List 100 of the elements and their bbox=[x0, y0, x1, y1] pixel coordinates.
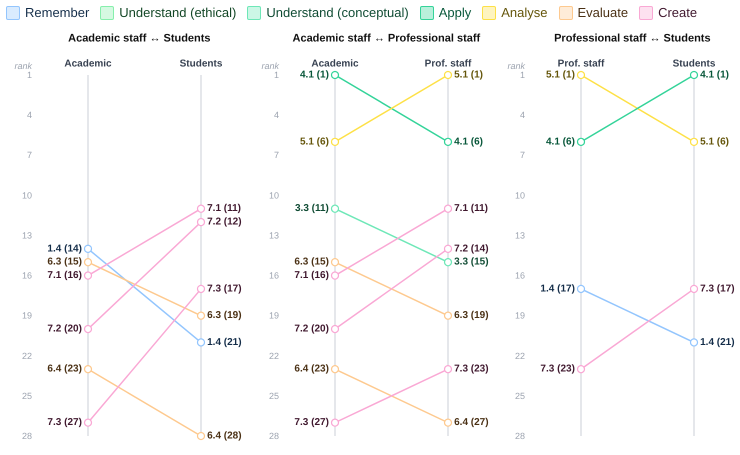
y-tick-label: 19 bbox=[22, 310, 32, 321]
y-tick-label: 16 bbox=[268, 270, 279, 281]
data-label: 7.1 (11) bbox=[207, 203, 242, 214]
legend-label: Remember bbox=[25, 5, 90, 20]
point bbox=[444, 258, 452, 266]
legend-label: Create bbox=[658, 5, 698, 20]
y-tick-label: 4 bbox=[26, 110, 32, 120]
y-tick-label: 10 bbox=[268, 190, 279, 200]
data-label: 7.2 (14) bbox=[454, 243, 488, 254]
point bbox=[84, 324, 92, 334]
point bbox=[577, 284, 586, 294]
data-label: 6.3 (15) bbox=[47, 256, 82, 268]
data-label: 3.3 (11) bbox=[294, 203, 329, 214]
legend-label: Analyse bbox=[501, 5, 548, 20]
data-label: 5.1 (1) bbox=[546, 70, 576, 80]
data-label: 1.4 (17) bbox=[540, 283, 576, 294]
point bbox=[690, 138, 698, 146]
data-label: 5.1 (6) bbox=[700, 136, 730, 148]
point bbox=[577, 365, 586, 374]
point bbox=[577, 70, 586, 80]
x-tick-label: Academic bbox=[64, 58, 112, 70]
data-label: 5.1 (1) bbox=[454, 70, 483, 80]
y-tick-label: 7 bbox=[26, 150, 32, 160]
data-label: 7.3 (23) bbox=[454, 364, 488, 375]
point bbox=[577, 138, 586, 146]
data-label: 6.3 (15) bbox=[294, 256, 329, 268]
y-tick-label: 19 bbox=[268, 310, 279, 321]
data-label: 1.4 (14) bbox=[47, 243, 82, 254]
data-label: 6.3 (19) bbox=[454, 310, 488, 322]
x-tick-label: Students bbox=[180, 58, 223, 70]
chart-title: Academic staff ↔ Professional staff bbox=[292, 32, 480, 44]
data-label: 4.1 (1) bbox=[700, 70, 730, 80]
point bbox=[84, 418, 92, 427]
y-tick-label: 13 bbox=[22, 230, 32, 240]
point bbox=[690, 338, 698, 347]
data-label: 7.3 (27) bbox=[294, 417, 329, 428]
point bbox=[330, 258, 339, 266]
legend-label: Evaluate bbox=[578, 5, 628, 20]
point bbox=[444, 418, 452, 427]
point bbox=[84, 365, 92, 374]
point bbox=[196, 312, 206, 320]
y-tick-label: 13 bbox=[515, 230, 526, 240]
data-label: 7.2 (20) bbox=[294, 324, 329, 335]
chart-title: Professional staff ↔ Students bbox=[554, 32, 711, 44]
y-tick-label: 1 bbox=[26, 70, 32, 80]
y-tick-label: 4 bbox=[520, 110, 526, 120]
y-tick-label: 13 bbox=[268, 230, 279, 240]
point bbox=[444, 365, 452, 374]
point bbox=[444, 138, 452, 146]
point bbox=[690, 284, 698, 294]
y-tick-label: 7 bbox=[520, 150, 526, 160]
y-tick-label: 16 bbox=[22, 270, 32, 281]
point bbox=[330, 365, 339, 374]
x-tick-label: Prof. staff bbox=[558, 58, 606, 70]
y-tick-label: 25 bbox=[22, 390, 32, 401]
chart-title: Academic staff ↔ Students bbox=[68, 32, 211, 44]
legend-label: Understand (conceptual) bbox=[266, 5, 409, 20]
data-label: 4.1 (6) bbox=[454, 136, 483, 148]
y-tick-label: 7 bbox=[274, 150, 279, 160]
data-label: 7.2 (20) bbox=[47, 324, 82, 335]
y-tick-label: 28 bbox=[22, 431, 32, 441]
point bbox=[84, 258, 92, 266]
data-label: 6.4 (28) bbox=[207, 430, 242, 442]
legend-label: Understand (ethical) bbox=[119, 5, 236, 20]
point bbox=[444, 70, 452, 80]
point bbox=[444, 244, 452, 253]
y-tick-label: 19 bbox=[515, 310, 526, 321]
y-tick-label: 22 bbox=[515, 350, 526, 361]
data-label: 7.3 (17) bbox=[207, 283, 242, 294]
data-label: 4.1 (1) bbox=[300, 70, 329, 80]
x-tick-label: Students bbox=[672, 58, 716, 70]
y-tick-label: 22 bbox=[268, 350, 279, 361]
point bbox=[196, 284, 206, 294]
data-label: 6.4 (23) bbox=[294, 364, 329, 375]
data-label: 7.1 (16) bbox=[47, 270, 82, 282]
point bbox=[330, 138, 339, 146]
data-label: 7.3 (27) bbox=[47, 417, 82, 428]
point bbox=[196, 338, 206, 347]
point bbox=[330, 418, 339, 427]
point bbox=[84, 244, 92, 253]
x-tick-label: Academic bbox=[311, 58, 359, 70]
data-label: 7.1 (11) bbox=[454, 203, 488, 214]
y-tick-label: 25 bbox=[268, 390, 279, 401]
point bbox=[330, 324, 339, 334]
data-label: 7.3 (17) bbox=[700, 283, 735, 294]
data-label: 7.2 (12) bbox=[207, 216, 242, 228]
y-tick-label: 28 bbox=[515, 431, 526, 441]
data-label: 6.4 (23) bbox=[47, 364, 82, 375]
point bbox=[330, 204, 339, 213]
data-label: 1.4 (21) bbox=[700, 336, 735, 348]
point bbox=[330, 271, 339, 280]
point bbox=[196, 218, 206, 226]
point bbox=[444, 312, 452, 320]
data-label: 5.1 (6) bbox=[300, 136, 329, 148]
y-tick-label: 1 bbox=[274, 70, 279, 80]
y-axis-title: rank bbox=[14, 61, 32, 72]
y-tick-label: 10 bbox=[22, 190, 32, 200]
data-label: 6.4 (27) bbox=[454, 417, 488, 428]
point bbox=[84, 271, 92, 280]
y-axis-title: rank bbox=[261, 61, 280, 72]
